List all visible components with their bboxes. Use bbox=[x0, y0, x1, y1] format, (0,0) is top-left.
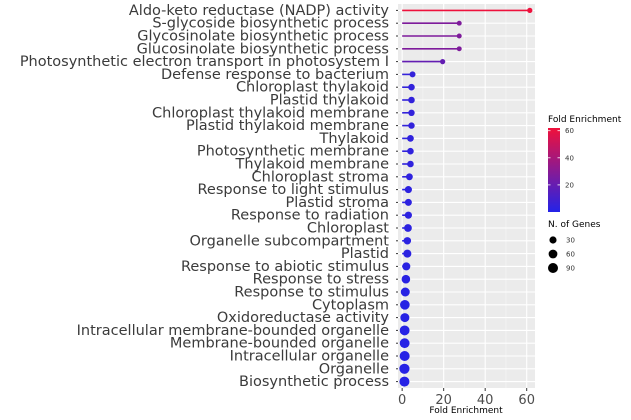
color-legend-label: 20 bbox=[565, 181, 574, 189]
size-legend-dot bbox=[547, 262, 559, 274]
x-tick-label: 0 bbox=[398, 393, 406, 408]
term-label: Glycosinolate biosynthetic process bbox=[137, 29, 389, 45]
size-legend-dot bbox=[548, 249, 558, 259]
lollipop-point bbox=[409, 71, 416, 78]
lollipop-point bbox=[456, 46, 462, 52]
term-label: Response to stress bbox=[253, 272, 389, 288]
plot-panel bbox=[398, 4, 535, 388]
term-label: Membrane-bounded organelle bbox=[170, 336, 389, 352]
lollipop-point bbox=[404, 211, 412, 219]
color-legend-ticks: 60 40 20 bbox=[548, 127, 574, 189]
lollipop-point bbox=[399, 350, 410, 362]
lollipop-point bbox=[399, 363, 410, 374]
lollipop-point bbox=[456, 33, 462, 39]
lollipop-point bbox=[406, 173, 413, 181]
lollipop-point bbox=[399, 338, 410, 349]
term-label: Response to stimulus bbox=[234, 285, 389, 301]
term-label: Chloroplast thylakoid bbox=[236, 80, 389, 96]
lollipop-point bbox=[399, 325, 410, 336]
term-label: Photosynthetic electron transport in pho… bbox=[20, 54, 389, 70]
term-label: Cytoplasm bbox=[312, 297, 389, 313]
lollipop-point bbox=[440, 58, 446, 65]
size-legend: N. of Genes 30 60 90 bbox=[547, 220, 601, 274]
lollipop-point bbox=[404, 198, 412, 206]
term-label: Photosynthetic membrane bbox=[197, 144, 389, 160]
x-axis-title: Fold Enrichment bbox=[429, 406, 503, 416]
term-label: Intracellular organelle bbox=[230, 349, 389, 365]
lollipop-point bbox=[404, 186, 412, 194]
term-label: Chloroplast bbox=[307, 221, 389, 237]
term-labels: Aldo-keto reductase (NADP) activityS-gly… bbox=[20, 3, 398, 390]
term-label: Defense response to bacterium bbox=[161, 67, 389, 83]
lollipop-point bbox=[400, 287, 410, 297]
lollipop-point bbox=[399, 376, 410, 387]
lollipop-point bbox=[408, 122, 415, 129]
color-legend-title: Fold Enrichment bbox=[548, 115, 622, 125]
term-label: Intracellular membrane-bounded organelle bbox=[77, 323, 389, 339]
lollipop-point bbox=[408, 109, 415, 117]
term-label: Biosynthetic process bbox=[239, 374, 389, 390]
term-label: Thylakoid membrane bbox=[235, 157, 390, 173]
lollipop-point bbox=[407, 160, 414, 168]
lollipop-point bbox=[407, 135, 414, 142]
size-legend-label: 30 bbox=[566, 237, 575, 245]
lollipop-point bbox=[527, 7, 533, 14]
term-label: S-glycoside biosynthetic process bbox=[152, 16, 389, 32]
lollipop-point bbox=[400, 313, 410, 323]
term-label: Organelle subcompartment bbox=[190, 233, 390, 249]
size-legend-label: 90 bbox=[566, 265, 575, 273]
term-label: Plastid thylakoid membrane bbox=[186, 118, 389, 134]
color-legend-label: 40 bbox=[565, 154, 574, 162]
term-label: Oxidoreductase activity bbox=[217, 310, 390, 326]
term-label: Response to light stimulus bbox=[197, 182, 389, 198]
term-label: Glucosinolate biosynthetic process bbox=[137, 41, 389, 57]
size-legend-label: 60 bbox=[566, 251, 575, 259]
term-label: Organelle bbox=[319, 361, 389, 377]
lollipop-point bbox=[407, 147, 414, 155]
lollipop-point bbox=[403, 237, 412, 245]
lollipop-point bbox=[456, 20, 462, 26]
term-label: Plastid thylakoid bbox=[270, 93, 389, 109]
x-tick-label: 20 bbox=[435, 393, 452, 408]
term-label: Aldo-keto reductase (NADP) activity bbox=[129, 3, 390, 19]
term-label: Chloroplast stroma bbox=[252, 169, 389, 185]
x-axis: 0 20 40 60 bbox=[398, 388, 535, 408]
term-label: Response to radiation bbox=[231, 208, 389, 224]
size-legend-dot bbox=[549, 236, 557, 244]
lollipop-point bbox=[404, 224, 412, 232]
term-label: Thylakoid bbox=[318, 131, 389, 147]
lollipop-point bbox=[401, 274, 411, 284]
color-legend-label: 60 bbox=[565, 127, 574, 135]
lollipop-point bbox=[403, 249, 412, 258]
term-label: Response to abiotic stimulus bbox=[181, 259, 389, 275]
lollipop-marks bbox=[399, 7, 533, 387]
term-label: Chloroplast thylakoid membrane bbox=[152, 105, 389, 121]
x-tick-label: 60 bbox=[518, 393, 535, 408]
lollipop-point bbox=[402, 262, 411, 271]
lollipop-point bbox=[408, 83, 415, 91]
lollipop-point bbox=[400, 299, 410, 310]
color-legend-bar bbox=[548, 128, 560, 212]
term-label: Plastid bbox=[341, 246, 389, 262]
x-tick-label: 40 bbox=[477, 393, 494, 408]
term-label: Plastid stroma bbox=[285, 195, 389, 211]
color-legend: Fold Enrichment 60 40 20 bbox=[548, 115, 622, 212]
size-legend-items: 30 60 90 bbox=[547, 236, 575, 274]
lollipop-point bbox=[408, 96, 415, 104]
size-legend-title: N. of Genes bbox=[548, 220, 601, 230]
